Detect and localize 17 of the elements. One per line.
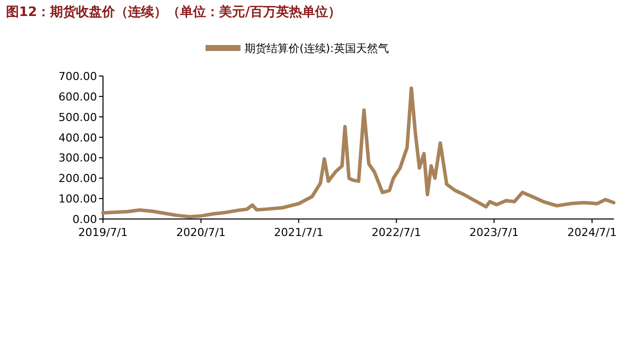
x-tick-label: 2024/7/1 (567, 226, 617, 239)
y-tick-label: 100.00 (58, 192, 97, 206)
y-tick-label: 500.00 (58, 110, 97, 124)
y-tick-label: 400.00 (58, 131, 97, 144)
x-tick-label: 2023/7/1 (469, 226, 519, 239)
y-tick-label: 200.00 (58, 172, 97, 186)
chart-title: 图12：期货收盘价（连续）（单位：美元/百万英热单位） (6, 4, 341, 20)
y-tick-label: 700.00 (58, 70, 97, 83)
y-tick-label: 600.00 (58, 90, 97, 104)
legend: 期货结算价(连续):英国天然气 (206, 42, 389, 55)
y-tick-label: 0.00 (72, 213, 97, 226)
x-tick-label: 2022/7/1 (372, 226, 422, 239)
x-tick-label: 2019/7/1 (78, 226, 128, 239)
x-tick-label: 2020/7/1 (176, 226, 226, 239)
y-tick-label: 300.00 (58, 152, 97, 165)
x-tick-label: 2021/7/1 (274, 226, 324, 239)
legend-label: 期货结算价(连续):英国天然气 (244, 42, 389, 55)
